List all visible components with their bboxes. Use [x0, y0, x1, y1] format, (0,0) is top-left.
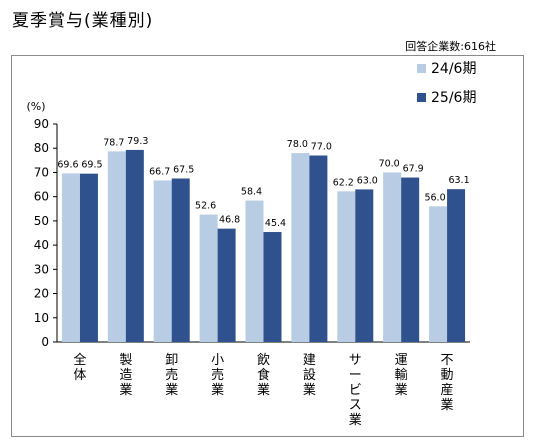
legend-label: 25/6期	[431, 90, 476, 106]
y-axis-unit: (%)	[26, 100, 45, 113]
data-label: 62.2	[333, 177, 354, 188]
bar-curr	[125, 149, 144, 342]
x-tick-label: 建設業	[303, 353, 316, 398]
y-tick-label: 70	[34, 165, 49, 179]
chart-frame	[11, 55, 524, 437]
data-label: 56.0	[424, 192, 445, 203]
bar-curr	[217, 228, 236, 342]
respondent-count-note: 回答企業数:616社	[405, 40, 496, 53]
x-tick-label: 飲食業	[257, 352, 270, 398]
data-label: 78.7	[103, 137, 124, 148]
y-tick-label: 0	[41, 335, 49, 349]
data-label: 67.9	[403, 164, 424, 175]
legend-label: 24/6期	[431, 61, 476, 77]
data-label: 52.6	[195, 201, 216, 212]
y-tick-label: 20	[34, 287, 49, 301]
bar-curr	[355, 189, 374, 342]
data-label: 69.6	[57, 159, 78, 170]
bar-prev	[245, 200, 264, 342]
legend-swatch	[417, 64, 426, 73]
bar-curr	[447, 189, 466, 342]
y-tick-label: 10	[34, 311, 49, 325]
y-tick-label: 90	[34, 117, 49, 131]
y-tick-label: 60	[34, 190, 49, 204]
bar-prev	[337, 191, 356, 342]
data-label: 63.0	[357, 175, 378, 186]
bar-prev	[199, 214, 218, 342]
x-tick-label: サービス業	[349, 353, 362, 428]
chart-title: 夏季賞与(業種別)	[12, 11, 154, 31]
bar-prev	[383, 172, 402, 342]
data-label: 58.4	[241, 187, 262, 198]
x-tick-label: 卸売業	[165, 352, 178, 398]
data-label: 63.1	[448, 175, 469, 186]
legend-swatch	[417, 93, 426, 102]
y-tick-label: 50	[34, 214, 49, 228]
bar-curr	[79, 173, 98, 342]
bar-prev	[61, 173, 80, 342]
y-tick-label: 40	[34, 238, 49, 252]
x-tick-label: 不動産業	[441, 353, 454, 413]
bar-prev	[153, 180, 172, 342]
bar-curr	[309, 155, 328, 342]
data-label: 77.0	[311, 141, 332, 152]
data-label: 46.8	[219, 215, 240, 226]
bar-curr	[171, 178, 190, 342]
data-label: 67.5	[173, 165, 194, 176]
y-tick-label: 30	[34, 262, 49, 276]
bar-prev	[429, 206, 448, 342]
data-label: 69.5	[81, 160, 102, 171]
bar-curr	[263, 232, 282, 342]
bar-curr	[401, 177, 420, 342]
data-label: 45.4	[265, 218, 286, 229]
data-label: 70.0	[379, 158, 400, 169]
x-tick-label: 小売業	[211, 353, 224, 398]
data-label: 66.7	[149, 166, 170, 177]
data-label: 79.3	[127, 136, 148, 147]
x-tick-label: 製造業	[119, 353, 132, 398]
y-tick-label: 80	[34, 141, 49, 155]
x-tick-label: 全体	[73, 352, 86, 383]
data-label: 78.0	[287, 139, 308, 150]
bar-prev	[107, 151, 126, 342]
bar-prev	[291, 153, 310, 342]
x-tick-label: 運輸業	[395, 353, 408, 398]
